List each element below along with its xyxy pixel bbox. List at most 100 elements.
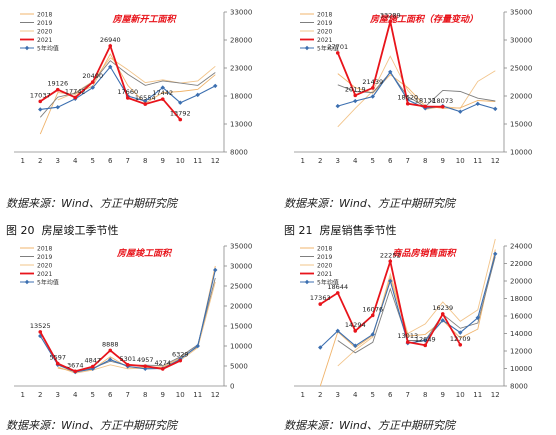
avg-point-marker bbox=[388, 69, 393, 75]
avg-point-marker bbox=[195, 343, 200, 349]
series-2021-point bbox=[143, 102, 148, 106]
figure-caption-21: 图 21 房屋销售季节性 bbox=[284, 222, 397, 238]
data-label-2021: 13792 bbox=[170, 110, 191, 118]
series-2021-point bbox=[370, 86, 375, 90]
data-label-2021: 5301 bbox=[119, 355, 136, 363]
x-tick-label: 6 bbox=[388, 391, 393, 399]
series-2021-point bbox=[38, 99, 43, 104]
series-line-s2020 bbox=[337, 238, 496, 367]
x-tick-label: 10 bbox=[176, 157, 185, 165]
chart-title: 房屋竣工面积 bbox=[116, 248, 173, 259]
avg-point-marker bbox=[475, 315, 480, 320]
y-tick-label: 12000 bbox=[510, 348, 532, 356]
data-label-2021: 13525 bbox=[30, 322, 51, 330]
data-label-2021: 22252 bbox=[380, 251, 401, 259]
avg-point-marker bbox=[423, 338, 428, 343]
chart-under-construction: 10000 15000 20000 25000 30000 35000 1 2 3 4 5 6 7 8 9 1… bbox=[284, 4, 550, 172]
x-tick-label: 10 bbox=[456, 157, 465, 165]
y-tick-label: 30000 bbox=[230, 263, 252, 271]
series-2021-point bbox=[108, 348, 113, 353]
x-tick-label: 3 bbox=[56, 157, 60, 165]
series-2021-point bbox=[353, 93, 358, 98]
legend-label: 2019 bbox=[37, 20, 52, 27]
chart-title: 商品房销售面积 bbox=[392, 248, 457, 259]
x-tick-label: 11 bbox=[473, 157, 482, 165]
x-tick-label: 12 bbox=[491, 391, 500, 399]
y-tick-label: 5000 bbox=[230, 363, 248, 371]
series-2021-point bbox=[458, 342, 463, 347]
avg-point-marker bbox=[493, 251, 498, 257]
avg-point-marker bbox=[143, 98, 148, 104]
x-tick-label: 12 bbox=[491, 157, 500, 165]
y-tick-label: 24000 bbox=[510, 243, 532, 251]
x-tick-label: 7 bbox=[406, 157, 410, 165]
data-label-2021: 4847 bbox=[84, 357, 101, 365]
y-tick-label: 25000 bbox=[230, 283, 252, 291]
avg-point-marker bbox=[90, 85, 95, 90]
y-tick-label: 16000 bbox=[510, 313, 532, 321]
y-tick-label: 8000 bbox=[510, 383, 528, 391]
legend-avg-marker bbox=[304, 45, 310, 51]
series-line-s2018 bbox=[337, 73, 496, 109]
data-label-2021: 16076 bbox=[362, 305, 383, 313]
x-tick-label: 5 bbox=[91, 391, 95, 399]
avg-point-marker bbox=[370, 332, 375, 337]
series-2021-point bbox=[73, 369, 78, 374]
chart-sales: 8000 10000 12000 14000 16000 18000 20000 22000 2… bbox=[284, 238, 550, 406]
legend-avg-marker bbox=[304, 279, 310, 285]
x-tick-label: 3 bbox=[336, 157, 340, 165]
series-line-s2018 bbox=[319, 249, 496, 387]
x-tick-label: 8 bbox=[143, 157, 147, 165]
data-label-2021: 17037 bbox=[30, 91, 51, 99]
y-tick-label: 20000 bbox=[510, 278, 532, 286]
avg-point-marker bbox=[335, 328, 340, 334]
data-label-2021: 4957 bbox=[137, 356, 154, 364]
avg-point-marker bbox=[195, 92, 200, 98]
x-tick-label: 8 bbox=[423, 157, 427, 165]
avg-point-marker bbox=[370, 94, 375, 99]
data-label-2021: 3674 bbox=[67, 361, 84, 369]
x-tick-label: 6 bbox=[388, 157, 393, 165]
x-tick-label: 7 bbox=[406, 391, 410, 399]
series-2021-point bbox=[178, 117, 183, 122]
x-tick-label: 9 bbox=[161, 391, 165, 399]
y-tick-label: 15000 bbox=[510, 121, 532, 129]
data-label-2021: 16239 bbox=[432, 304, 453, 312]
chart-completions: 0 5000 10000 15000 20000 25000 30000 35000 1 2 3 4 5… bbox=[4, 238, 270, 406]
series-2021-point bbox=[440, 312, 445, 316]
y-tick-label: 25000 bbox=[510, 65, 532, 73]
data-label-2021: 19126 bbox=[47, 80, 68, 88]
series-line-s2021 bbox=[336, 21, 443, 108]
data-label-2021: 26940 bbox=[100, 36, 121, 44]
legend-label: 2021 bbox=[317, 271, 332, 278]
y-tick-label: 23000 bbox=[230, 65, 252, 73]
x-tick-label: 12 bbox=[211, 157, 220, 165]
series-2021-point bbox=[90, 80, 95, 84]
avg-point-marker bbox=[38, 107, 43, 112]
x-tick-label: 4 bbox=[353, 391, 358, 399]
legend-label: 5年均值 bbox=[317, 44, 339, 52]
y-tick-label: 15000 bbox=[230, 323, 252, 331]
x-tick-label: 11 bbox=[193, 391, 202, 399]
x-tick-label: 6 bbox=[108, 157, 113, 165]
x-tick-label: 10 bbox=[176, 391, 185, 399]
series-2021-point bbox=[160, 367, 165, 371]
data-label-2021: 18073 bbox=[432, 97, 453, 105]
data-label-2021: 17742 bbox=[65, 87, 86, 95]
avg-point-marker bbox=[213, 267, 218, 273]
y-tick-label: 28000 bbox=[230, 37, 252, 45]
x-tick-label: 1 bbox=[21, 157, 25, 165]
series-line-avg bbox=[337, 70, 496, 113]
y-tick-label: 14000 bbox=[510, 330, 532, 338]
series-2021-point bbox=[353, 329, 358, 333]
chart-sales-svg: 8000 10000 12000 14000 16000 18000 20000 22000 2… bbox=[294, 238, 532, 399]
x-tick-label: 1 bbox=[21, 391, 25, 399]
x-tick-label: 2 bbox=[38, 157, 42, 165]
x-tick-label: 6 bbox=[108, 391, 113, 399]
legend-label: 2021 bbox=[37, 271, 52, 278]
legend-label: 2019 bbox=[37, 254, 52, 261]
y-tick-label: 18000 bbox=[230, 93, 252, 101]
x-tick-label: 9 bbox=[441, 157, 445, 165]
